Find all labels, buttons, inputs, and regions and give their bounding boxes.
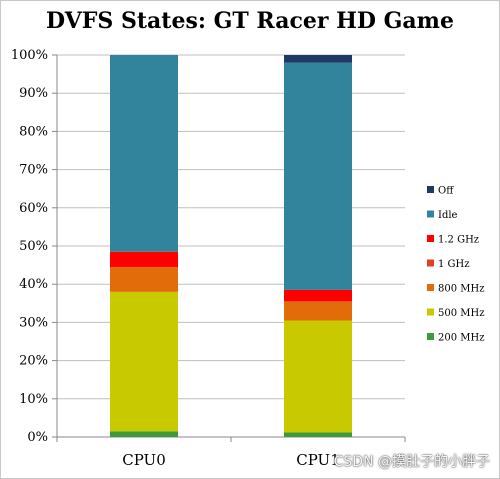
legend-swatch — [427, 235, 434, 242]
y-tick-label: 0% — [27, 430, 48, 445]
legend-swatch — [427, 259, 434, 267]
y-tick-label: 90% — [19, 86, 48, 101]
x-category-label: CPU0 — [122, 451, 166, 469]
legend-label: 500 MHz — [438, 308, 485, 319]
bar-segment-cpu0-200-mhz — [110, 431, 178, 437]
bar-segment-cpu0-1-2-ghz — [110, 251, 178, 268]
bar-segment-cpu1-500-mhz — [284, 320, 352, 433]
y-tick-label: 100% — [11, 48, 48, 63]
legend-swatch — [427, 186, 434, 193]
y-tick-label: 50% — [19, 239, 48, 254]
legend-swatch — [427, 210, 434, 218]
y-tick-label: 80% — [19, 124, 48, 139]
y-tick-label: 40% — [19, 277, 48, 292]
y-tick-label: 20% — [19, 354, 48, 369]
bar-segment-cpu0-idle — [110, 55, 178, 252]
legend-label: 200 MHz — [438, 333, 485, 344]
bar-segment-cpu1-1-2-ghz — [284, 289, 352, 302]
legend-label: Idle — [438, 210, 458, 221]
bar-segment-cpu1-off — [284, 55, 352, 63]
y-tick-label: 60% — [19, 201, 48, 216]
legend-swatch — [427, 308, 434, 316]
y-tick-label: 10% — [19, 392, 48, 407]
chart-title: DVFS States: GT Racer HD Game — [46, 8, 454, 34]
bar-segment-cpu0-800-mhz — [110, 267, 178, 292]
y-tick-label: 30% — [19, 315, 48, 330]
bar-segment-cpu1-idle — [284, 62, 352, 290]
legend-swatch — [427, 333, 434, 340]
x-category-label: CPU1 — [296, 451, 340, 469]
bar-segment-cpu1-800-mhz — [284, 301, 352, 321]
bar-segment-cpu0-500-mhz — [110, 291, 178, 432]
legend-label: 1.2 GHz — [438, 235, 479, 246]
legend-label: 1 GHz — [438, 259, 470, 270]
bar-segment-cpu1-200-mhz — [284, 432, 352, 437]
legend-label: Off — [438, 186, 454, 197]
legend-label: 800 MHz — [438, 284, 485, 295]
legend-swatch — [427, 284, 434, 291]
y-tick-label: 70% — [19, 163, 48, 178]
watermark: CSDN @摸肚子的小胖子 — [333, 454, 490, 470]
